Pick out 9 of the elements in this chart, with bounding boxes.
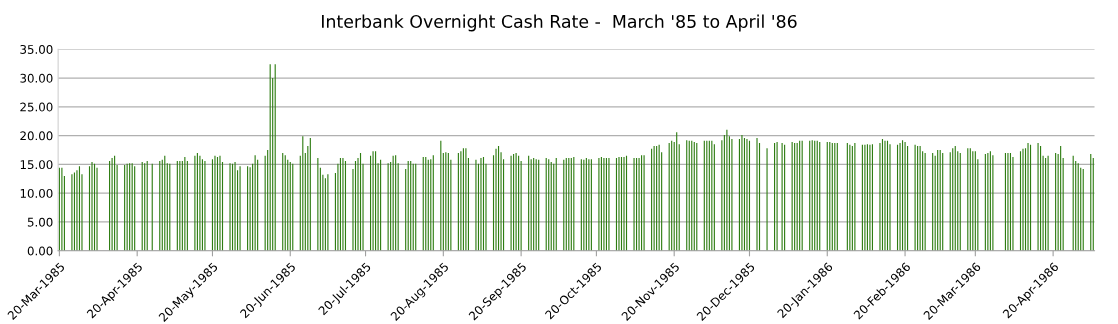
y-tick-label: 20.00 — [20, 131, 53, 141]
y-tick-label: 35.00 — [20, 44, 53, 54]
y-tick-label: 10.00 — [20, 188, 53, 198]
chart-title: Interbank Overnight Cash Rate - March '85 to April '86 — [322, 14, 797, 32]
y-tick-label: 15.00 — [20, 160, 53, 170]
y-tick-label: 30.00 — [20, 73, 53, 83]
y-tick-label: 0.00 — [27, 246, 53, 256]
y-tick-label: 5.00 — [27, 217, 53, 227]
y-tick-label: 25.00 — [20, 102, 53, 112]
